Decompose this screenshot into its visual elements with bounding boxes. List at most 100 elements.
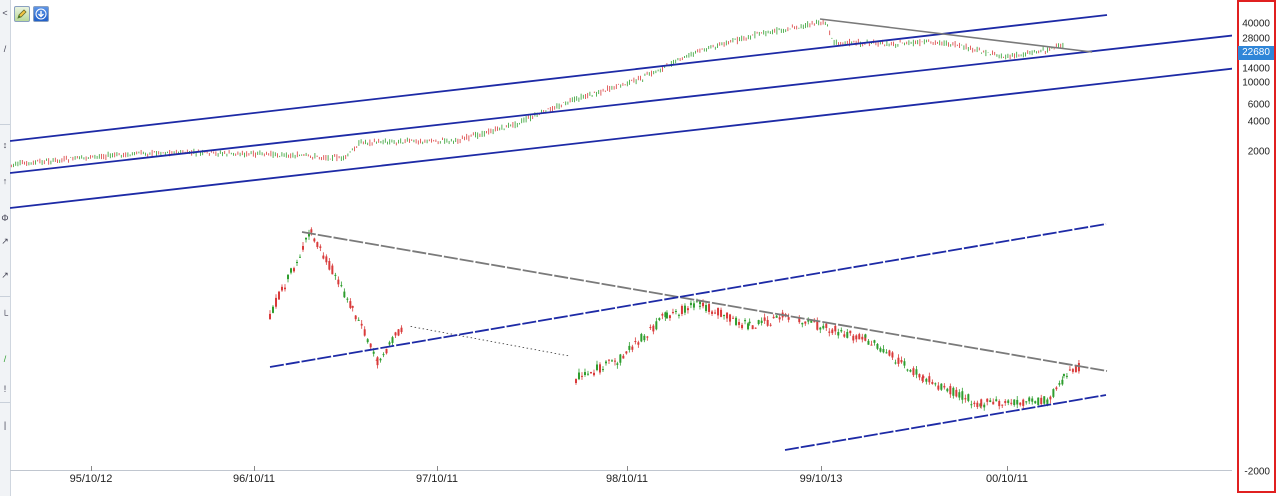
secondary-candle-body xyxy=(937,385,940,390)
secondary-candle-body xyxy=(322,255,325,259)
secondary-candle-body xyxy=(586,373,589,375)
secondary-candle-body xyxy=(921,377,924,381)
secondary-candle-body xyxy=(931,381,934,384)
secondary-candle-body xyxy=(943,385,946,388)
secondary-candle-body xyxy=(915,369,918,375)
secondary-candle-body xyxy=(385,348,388,354)
secondary-candle-body xyxy=(1058,383,1061,385)
secondary-candle-body xyxy=(741,324,744,329)
secondary-candle-body xyxy=(961,391,964,400)
secondary-candle-body xyxy=(861,336,864,340)
x-tick-mark xyxy=(437,466,438,471)
secondary-candle-body xyxy=(918,374,921,378)
secondary-candle-body xyxy=(689,302,692,306)
secondary-candle-body xyxy=(934,383,937,385)
secondary-candle-body xyxy=(843,334,846,337)
toolbar-glyph-7[interactable]: ↗ xyxy=(1,270,9,280)
secondary-candle-body xyxy=(1077,362,1080,372)
x-tick-mark xyxy=(627,466,628,471)
secondary-candle-body xyxy=(992,401,995,405)
toolbar-glyph-3[interactable]: ↕ xyxy=(2,140,8,150)
price-chart[interactable] xyxy=(10,0,1232,470)
secondary-candle-body xyxy=(1052,389,1055,397)
secondary-candle-body xyxy=(589,371,592,374)
secondary-candle-body xyxy=(834,325,837,332)
secondary-candle-body xyxy=(281,286,283,291)
price-tick-label: 40000 xyxy=(1242,18,1270,30)
toolbar-glyph-1[interactable]: < xyxy=(2,8,8,18)
channel-lower-line xyxy=(10,67,1232,209)
secondary-candle-body xyxy=(319,246,322,248)
secondary-candle-body xyxy=(711,311,714,314)
toolbar-glyph-6[interactable]: ↗ xyxy=(1,236,9,246)
resistance-trendline xyxy=(819,18,1093,53)
toolbar-glyph-11[interactable]: | xyxy=(3,420,7,430)
secondary-candle-body xyxy=(855,335,858,340)
secondary-candle-body xyxy=(379,358,382,361)
secondary-candle-body xyxy=(705,305,708,312)
secondary-candle-body xyxy=(625,351,628,354)
secondary-candle-body xyxy=(955,389,958,397)
secondary-candle-body xyxy=(334,274,337,276)
secondary-candle-body xyxy=(909,370,912,372)
secondary-candle-body xyxy=(995,399,998,402)
secondary-candle-body xyxy=(973,402,976,405)
secondary-candle-body xyxy=(720,309,723,317)
toolbar-glyph-9[interactable]: / xyxy=(3,354,7,364)
secondary-candle-body xyxy=(1061,379,1064,385)
download-tool-button[interactable] xyxy=(33,6,49,22)
secondary-candle-body xyxy=(692,303,695,308)
secondary-candle-body xyxy=(946,388,949,392)
secondary-candle-body xyxy=(775,315,778,318)
toolbar-separator xyxy=(0,124,10,125)
secondary-candle-body xyxy=(610,360,613,362)
secondary-candle-body xyxy=(864,334,867,338)
secondary-candle-body xyxy=(1019,402,1022,405)
secondary-candle-body xyxy=(278,291,280,300)
secondary-candle-body xyxy=(1013,399,1016,405)
secondary-candle-body xyxy=(897,357,900,364)
secondary-candle-body xyxy=(1031,398,1034,402)
secondary-candle-body xyxy=(574,379,577,383)
secondary-candle-body xyxy=(980,399,983,407)
secondary-candle-body xyxy=(940,383,943,390)
secondary-candle-body xyxy=(269,313,271,320)
secondary-candle-body xyxy=(903,361,906,366)
secondary-candle-body xyxy=(1004,401,1007,403)
secondary-candle-body xyxy=(354,315,357,320)
toolbar-glyph-4[interactable]: ↑ xyxy=(2,176,8,186)
secondary-candle-body xyxy=(708,304,711,312)
secondary-candle-body xyxy=(397,329,400,336)
secondary-candle-body xyxy=(604,361,607,364)
secondary-candle-body xyxy=(607,359,610,361)
secondary-candle-body xyxy=(1001,404,1004,406)
secondary-candle-body xyxy=(810,319,813,323)
secondary-candle-body xyxy=(873,340,876,343)
secondary-candle-body xyxy=(876,343,879,349)
secondary-candle-body xyxy=(807,320,810,322)
secondary-candle-body xyxy=(879,348,882,352)
secondary-candle-body xyxy=(925,378,928,382)
toolbar-glyph-8[interactable]: └ xyxy=(1,310,9,320)
last-price-badge: 22680 xyxy=(1238,46,1274,60)
secondary-candle-body xyxy=(1043,396,1046,404)
toolbar-glyph-5[interactable]: Φ xyxy=(1,213,9,223)
secondary-candle-body xyxy=(1010,402,1013,404)
secondary-candle-body xyxy=(1007,400,1010,403)
toolbar-glyph-10[interactable]: ! xyxy=(3,384,7,394)
secondary-candle-body xyxy=(360,323,363,326)
secondary-candle-body xyxy=(363,329,366,336)
secondary-candle-body xyxy=(867,340,870,345)
secondary-candle-body xyxy=(804,321,807,324)
secondary-candle-body xyxy=(858,334,861,340)
secondary-candle-body xyxy=(757,320,760,324)
pencil-icon xyxy=(17,9,27,19)
price-axis[interactable]: 4000028000200001400010000600040002000-20… xyxy=(1237,0,1276,493)
secondary-candle-body xyxy=(376,357,379,366)
draw-tool-button[interactable] xyxy=(14,6,30,22)
secondary-candle-body xyxy=(346,298,349,300)
x-tick-mark xyxy=(254,466,255,471)
toolbar-glyph-2[interactable]: / xyxy=(3,44,7,54)
secondary-candle-body xyxy=(308,232,310,237)
secondary-candle-body xyxy=(846,331,849,338)
